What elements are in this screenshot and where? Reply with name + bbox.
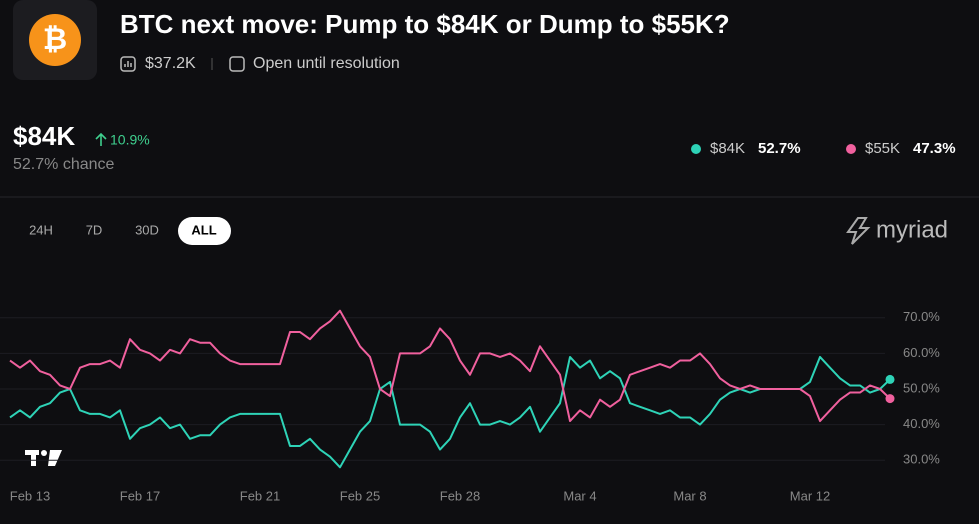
x-tick-label: Feb 21: [240, 488, 280, 503]
line: [9, 355, 891, 469]
x-tick-label: Feb 17: [120, 488, 160, 503]
brand: myriad: [876, 216, 948, 243]
tab[interactable]: ALL: [191, 222, 216, 237]
tab[interactable]: 30D: [135, 222, 159, 237]
up-arrow: [95, 132, 107, 146]
status: Open until resolution: [253, 55, 400, 72]
legend-value: 52.7%: [758, 140, 801, 157]
legend-name: $84K: [710, 140, 745, 157]
y-tick-label: 60.0%: [903, 345, 940, 360]
tab[interactable]: 7D: [86, 222, 103, 237]
tv-logo: [25, 450, 62, 466]
volume: $37.2K: [145, 55, 196, 72]
x-tick-label: Feb 28: [440, 488, 480, 503]
y-tick-label: 40.0%: [903, 416, 940, 431]
y-tick-label: 50.0%: [903, 380, 940, 395]
btc-icon: [29, 14, 81, 66]
x-tick-label: Feb 25: [340, 488, 380, 503]
legend-name: $55K: [865, 140, 900, 157]
x-tick-label: Feb 13: [10, 488, 50, 503]
y-tick-label: 70.0%: [903, 309, 940, 324]
legend-value: 47.3%: [913, 140, 956, 157]
tab[interactable]: 24H: [29, 222, 53, 237]
status-icon: [229, 56, 245, 72]
brand-icon: [846, 217, 871, 245]
end-dot: [885, 374, 895, 384]
outcome: $84K: [13, 121, 75, 151]
change: 10.9%: [110, 132, 150, 148]
end-dot: [885, 394, 895, 404]
x-tick-label: Mar 4: [563, 488, 596, 503]
legend-dot: [846, 144, 856, 154]
active-tab[interactable]: [178, 217, 231, 245]
x-tick-label: Mar 8: [673, 488, 706, 503]
btc-symbol: ₿: [43, 23, 67, 56]
volume-icon: [120, 56, 136, 72]
x-tick-label: Mar 12: [790, 488, 830, 503]
y-tick-label: 30.0%: [903, 452, 940, 467]
legend-dot: [691, 144, 701, 154]
line: [9, 309, 891, 423]
chance: 52.7% chance: [13, 156, 115, 173]
title: BTC next move: Pump to $84K or Dump to $…: [120, 9, 730, 39]
